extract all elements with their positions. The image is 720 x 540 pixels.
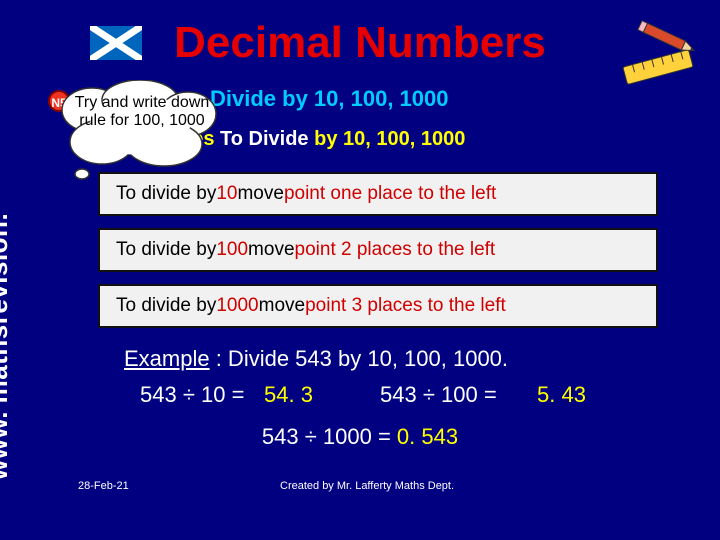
footer-credit: Created by Mr. Lafferty Maths Dept. bbox=[280, 480, 454, 492]
rule-num: 100 bbox=[216, 239, 248, 261]
example-line: Example : Divide 543 by 10, 100, 1000. bbox=[124, 346, 508, 372]
callout-text: Try and write down rule for 100, 1000 bbox=[72, 94, 212, 131]
rule-hl: point one place to the left bbox=[284, 183, 496, 205]
calc-row-2: 543 ÷ 1000 = 0. 543 bbox=[0, 424, 720, 450]
rule-box-1000: To divide by 1000 move point 3 places to… bbox=[98, 284, 658, 328]
example-label: Example bbox=[124, 346, 210, 371]
rule-box-100: To divide by 100 move point 2 places to … bbox=[98, 228, 658, 272]
calc-l2: 543 ÷ 100 = bbox=[380, 382, 497, 408]
calc-row-1: 543 ÷ 10 = 54. 3 543 ÷ 100 = 5. 43 bbox=[140, 382, 700, 408]
rule-pre: To divide by bbox=[116, 295, 216, 317]
calc-l3: 543 ÷ 1000 = bbox=[262, 424, 391, 449]
rule-mid: move bbox=[237, 183, 283, 205]
rules-suffix: by 10, 100, 1000 bbox=[309, 128, 466, 150]
rule-mid: move bbox=[248, 239, 294, 261]
callout-bubble: Try and write down rule for 100, 1000 bbox=[52, 80, 224, 172]
sidebar-url: www. mathsrevision. bbox=[0, 213, 14, 480]
rule-num: 10 bbox=[216, 183, 237, 205]
calc-l1: 543 ÷ 10 = bbox=[140, 382, 244, 407]
calc-a3: 0. 543 bbox=[397, 424, 458, 449]
rule-mid: move bbox=[259, 295, 305, 317]
footer-date: 28-Feb-21 bbox=[78, 480, 129, 492]
calc-a1: 54. 3 bbox=[264, 382, 313, 408]
rule-hl: point 2 places to the left bbox=[295, 239, 496, 261]
example-text: : Divide 543 by 10, 100, 1000. bbox=[210, 346, 508, 371]
rules-mid: To Divide bbox=[220, 128, 309, 150]
rule-hl: point 3 places to the left bbox=[305, 295, 506, 317]
page-title: Decimal Numbers bbox=[0, 18, 720, 68]
rule-pre: To divide by bbox=[116, 183, 216, 205]
rule-pre: To divide by bbox=[116, 239, 216, 261]
calc-a2: 5. 43 bbox=[537, 382, 586, 408]
subtitle: Divide by 10, 100, 1000 bbox=[210, 86, 449, 112]
rule-num: 1000 bbox=[216, 295, 258, 317]
